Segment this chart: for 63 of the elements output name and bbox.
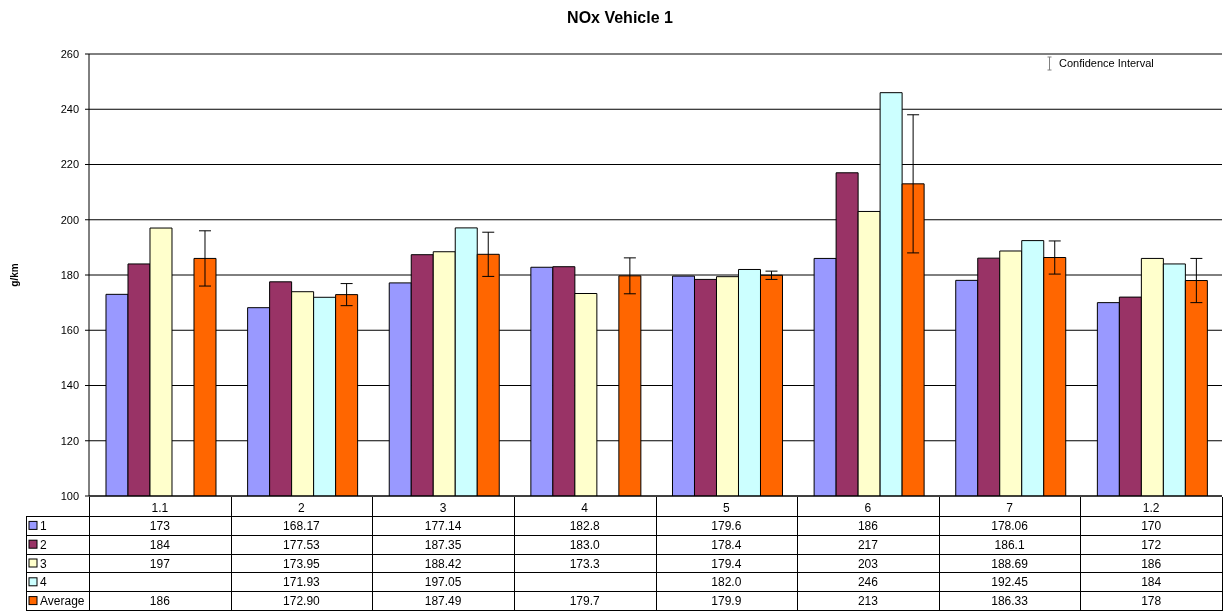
annotation: Confidence Interval — [1059, 56, 1154, 70]
x-tick-label: 5 — [722, 500, 730, 515]
data-label: 179.9 — [711, 594, 742, 609]
data-label: 188.42 — [424, 556, 462, 571]
x-tick-label: 2 — [298, 500, 306, 515]
data-label: 179.7 — [569, 594, 601, 609]
data-label: 178.4 — [711, 537, 742, 552]
data-label: 187.35 — [424, 537, 462, 552]
data-label: 173 — [149, 518, 171, 533]
y-tick-label: 180 — [60, 268, 79, 281]
legend-label: 4 — [40, 575, 47, 590]
data-label: 182.8 — [569, 518, 601, 533]
x-tick-label: 4 — [581, 500, 589, 515]
legend-label: Average — [40, 594, 85, 609]
data-label: 179.4 — [711, 556, 742, 571]
data-label: 246 — [857, 575, 879, 590]
data-label: 171.93 — [283, 575, 321, 590]
y-tick-label: 140 — [60, 379, 79, 392]
data-label: 197 — [149, 556, 171, 571]
data-label: 182.0 — [711, 575, 742, 590]
data-label: 187.49 — [424, 594, 462, 609]
y-tick-label: 200 — [60, 213, 79, 226]
x-tick-label: 1.2 — [1142, 500, 1160, 515]
data-label: 170 — [1141, 518, 1162, 533]
data-label: 203 — [857, 556, 879, 571]
y-tick-label: 220 — [60, 158, 79, 171]
data-label: 172 — [1141, 537, 1162, 552]
data-label: 192.45 — [991, 575, 1029, 590]
chart-title: NOx Vehicle 1 — [566, 9, 674, 27]
data-label: 186 — [857, 518, 879, 533]
data-label: 186.33 — [991, 594, 1029, 609]
data-label: 184 — [1141, 575, 1162, 590]
data-label: 173.95 — [283, 556, 321, 571]
data-label: 188.69 — [991, 556, 1029, 571]
data-label: 186 — [1141, 556, 1162, 571]
data-label: 177.53 — [283, 537, 321, 552]
x-tick-label: 3 — [439, 500, 447, 515]
y-tick-label: 120 — [60, 434, 79, 447]
y-tick-label: 100 — [60, 489, 79, 502]
legend-label: 1 — [40, 518, 47, 533]
data-label: 217 — [857, 537, 879, 552]
legend-label: 3 — [40, 556, 47, 571]
data-label: 178 — [1141, 594, 1162, 609]
legend-label: 2 — [40, 537, 47, 552]
x-tick-label: 1.1 — [151, 500, 169, 515]
x-tick-label: 6 — [864, 500, 872, 515]
y-axis-title: g/km — [9, 263, 21, 287]
data-label: 173.3 — [569, 556, 601, 571]
data-label: 186 — [149, 594, 171, 609]
data-label: 197.05 — [424, 575, 462, 590]
data-label: 183.0 — [569, 537, 601, 552]
data-label: 168.17 — [283, 518, 321, 533]
data-label: 184 — [149, 537, 171, 552]
data-label: 172.90 — [283, 594, 321, 609]
data-label: 179.6 — [711, 518, 742, 533]
y-tick-label: 240 — [60, 103, 79, 116]
data-label: 178.06 — [991, 518, 1029, 533]
data-label: 177.14 — [424, 518, 462, 533]
data-label: 186.1 — [994, 537, 1025, 552]
y-tick-label: 160 — [60, 324, 79, 337]
y-tick-label: 260 — [60, 47, 79, 60]
x-tick-label: 7 — [1006, 500, 1014, 515]
data-label: 213 — [857, 594, 879, 609]
